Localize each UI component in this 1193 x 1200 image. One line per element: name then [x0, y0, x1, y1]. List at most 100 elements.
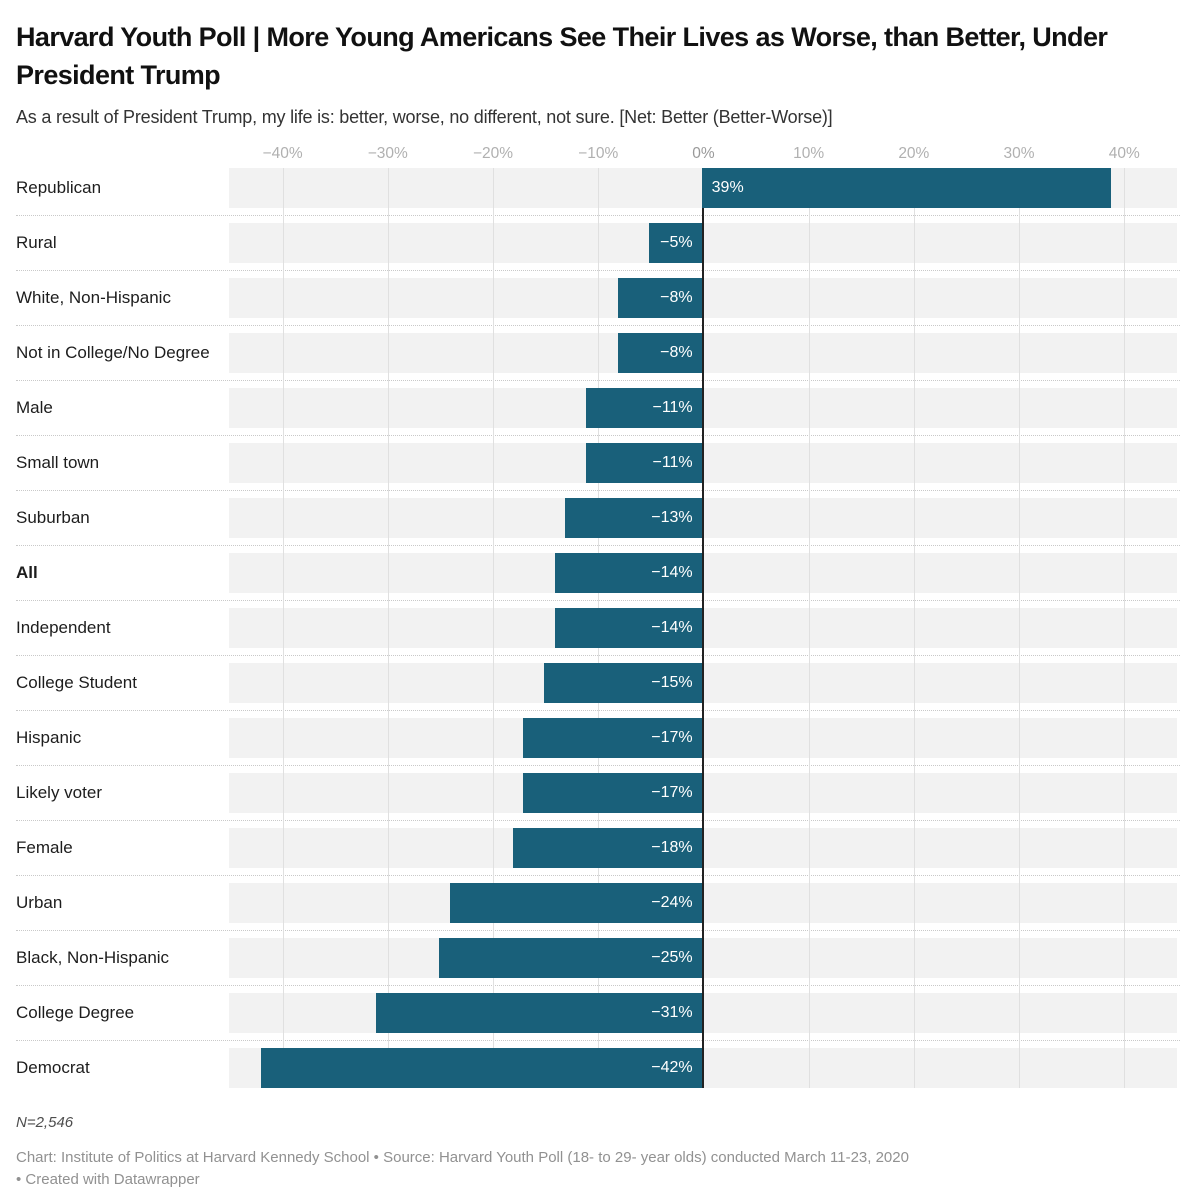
row-band: −11% [229, 388, 1177, 428]
row-separator [16, 703, 1180, 718]
category-label: Republican [16, 178, 102, 197]
bar-value-label: −14% [651, 619, 693, 636]
category-label: Suburban [16, 508, 90, 527]
row-band: −14% [229, 608, 1177, 648]
row-separator-line [16, 765, 1180, 766]
bar-value-label: −42% [651, 1059, 693, 1076]
row-separator [16, 923, 1180, 938]
plot-area: Republican 39% Rural −5% White, Non-Hispanic… [16, 168, 1180, 1088]
sample-size-note: N=2,546 [16, 1114, 74, 1131]
value-bar: −25% [439, 938, 702, 978]
row-separator [16, 263, 1180, 278]
value-bar: −17% [523, 718, 702, 758]
value-bar: −15% [544, 663, 702, 703]
x-tick-label: 30% [1003, 145, 1035, 162]
credit-bullet: • [16, 1171, 26, 1188]
chart-footer: N=2,546 Chart: Institute of Politics at … [16, 1114, 1177, 1191]
bar-value-label: −31% [651, 1004, 693, 1021]
chart-row: All −14% [16, 553, 1177, 593]
row-band: −8% [229, 278, 1177, 318]
row-separator [16, 593, 1180, 608]
category-label: Likely voter [16, 783, 102, 802]
row-band: −25% [229, 938, 1177, 978]
bar-value-label: −5% [660, 234, 693, 251]
row-separator [16, 868, 1180, 883]
row-band: −42% [229, 1048, 1177, 1088]
row-separator [16, 318, 1180, 333]
chart-row: Likely voter −17% [16, 773, 1177, 813]
row-separator [16, 483, 1180, 498]
datawrapper-credit-link[interactable]: Created with Datawrapper [25, 1171, 200, 1188]
x-tick-label: 10% [793, 145, 825, 162]
value-bar: −42% [260, 1048, 702, 1088]
row-separator [16, 1033, 1180, 1048]
row-separator-line [16, 435, 1180, 436]
category-label: Democrat [16, 1058, 90, 1077]
chart-row: White, Non-Hispanic −8% [16, 278, 1177, 318]
chart-row: Hispanic −17% [16, 718, 1177, 758]
x-tick-label: 20% [898, 145, 930, 162]
value-bar: −14% [554, 608, 702, 648]
value-bar: −11% [586, 388, 702, 428]
category-label: Black, Non-Hispanic [16, 948, 170, 967]
credit-text: Chart: Institute of Politics at Harvard … [16, 1149, 909, 1166]
chart-row: Not in College/No Degree −8% [16, 333, 1177, 373]
value-bar: −11% [586, 443, 702, 483]
x-axis: −40% −30% −20% −10% 0% 10% 20% 30% 40% [230, 141, 1180, 168]
category-label: Small town [16, 453, 100, 472]
x-tick-label: −10% [578, 145, 619, 162]
bar-value-label: −11% [652, 399, 693, 416]
chart-row: College Student −15% [16, 663, 1177, 703]
x-tick-label: −30% [367, 145, 408, 162]
chart-row: Rural −5% [16, 223, 1177, 263]
x-tick-label: 40% [1108, 145, 1140, 162]
row-separator [16, 208, 1180, 223]
row-band: −15% [229, 663, 1177, 703]
chart-row: Independent −14% [16, 608, 1177, 648]
chart-title: Harvard Youth Poll | More Young American… [16, 22, 1108, 90]
row-separator-line [16, 490, 1180, 491]
row-separator [16, 648, 1180, 663]
row-band: 39% [229, 168, 1177, 208]
category-label: Not in College/No Degree [16, 343, 210, 362]
row-separator-line [16, 380, 1180, 381]
row-separator [16, 373, 1180, 388]
value-bar: −8% [617, 333, 702, 373]
chart-row: Democrat −42% [16, 1048, 1177, 1088]
value-bar: −31% [376, 993, 702, 1033]
bar-value-label: 39% [711, 179, 744, 196]
row-separator [16, 978, 1180, 993]
bar-value-label: −17% [651, 784, 693, 801]
row-separator [16, 758, 1180, 773]
bar-chart: −40% −30% −20% −10% 0% 10% 20% 30% 40% Republica… [16, 141, 1180, 1088]
category-label: Rural [16, 233, 57, 252]
value-bar: −24% [449, 883, 702, 923]
bar-value-label: −8% [660, 289, 693, 306]
chart-subtitle: As a result of President Trump, my life … [16, 107, 833, 127]
chart-row: Black, Non-Hispanic −25% [16, 938, 1177, 978]
rows: Republican 39% Rural −5% White, Non-Hispanic… [16, 168, 1180, 1088]
row-band: −11% [229, 443, 1177, 483]
value-bar: −18% [512, 828, 702, 868]
row-separator-line [16, 600, 1180, 601]
bar-value-label: −17% [651, 729, 693, 746]
bar-value-label: −24% [651, 894, 693, 911]
category-label: Urban [16, 893, 63, 912]
row-separator-line [16, 820, 1180, 821]
row-band: −18% [229, 828, 1177, 868]
category-label: Female [16, 838, 73, 857]
x-tick-label: −20% [472, 145, 514, 162]
bar-value-label: −18% [651, 839, 693, 856]
row-separator-line [16, 930, 1180, 931]
row-separator-line [16, 270, 1180, 271]
row-band: −24% [229, 883, 1177, 923]
value-bar: −5% [649, 223, 702, 263]
category-label: All [16, 563, 38, 582]
row-band: −5% [229, 223, 1177, 263]
chart-row: Republican 39% [16, 168, 1177, 208]
bar-value-label: −8% [660, 344, 693, 361]
row-band: −13% [229, 498, 1177, 538]
x-tick-label: −40% [262, 145, 303, 162]
bar-value-label: −15% [651, 674, 693, 691]
row-band: −14% [229, 553, 1177, 593]
